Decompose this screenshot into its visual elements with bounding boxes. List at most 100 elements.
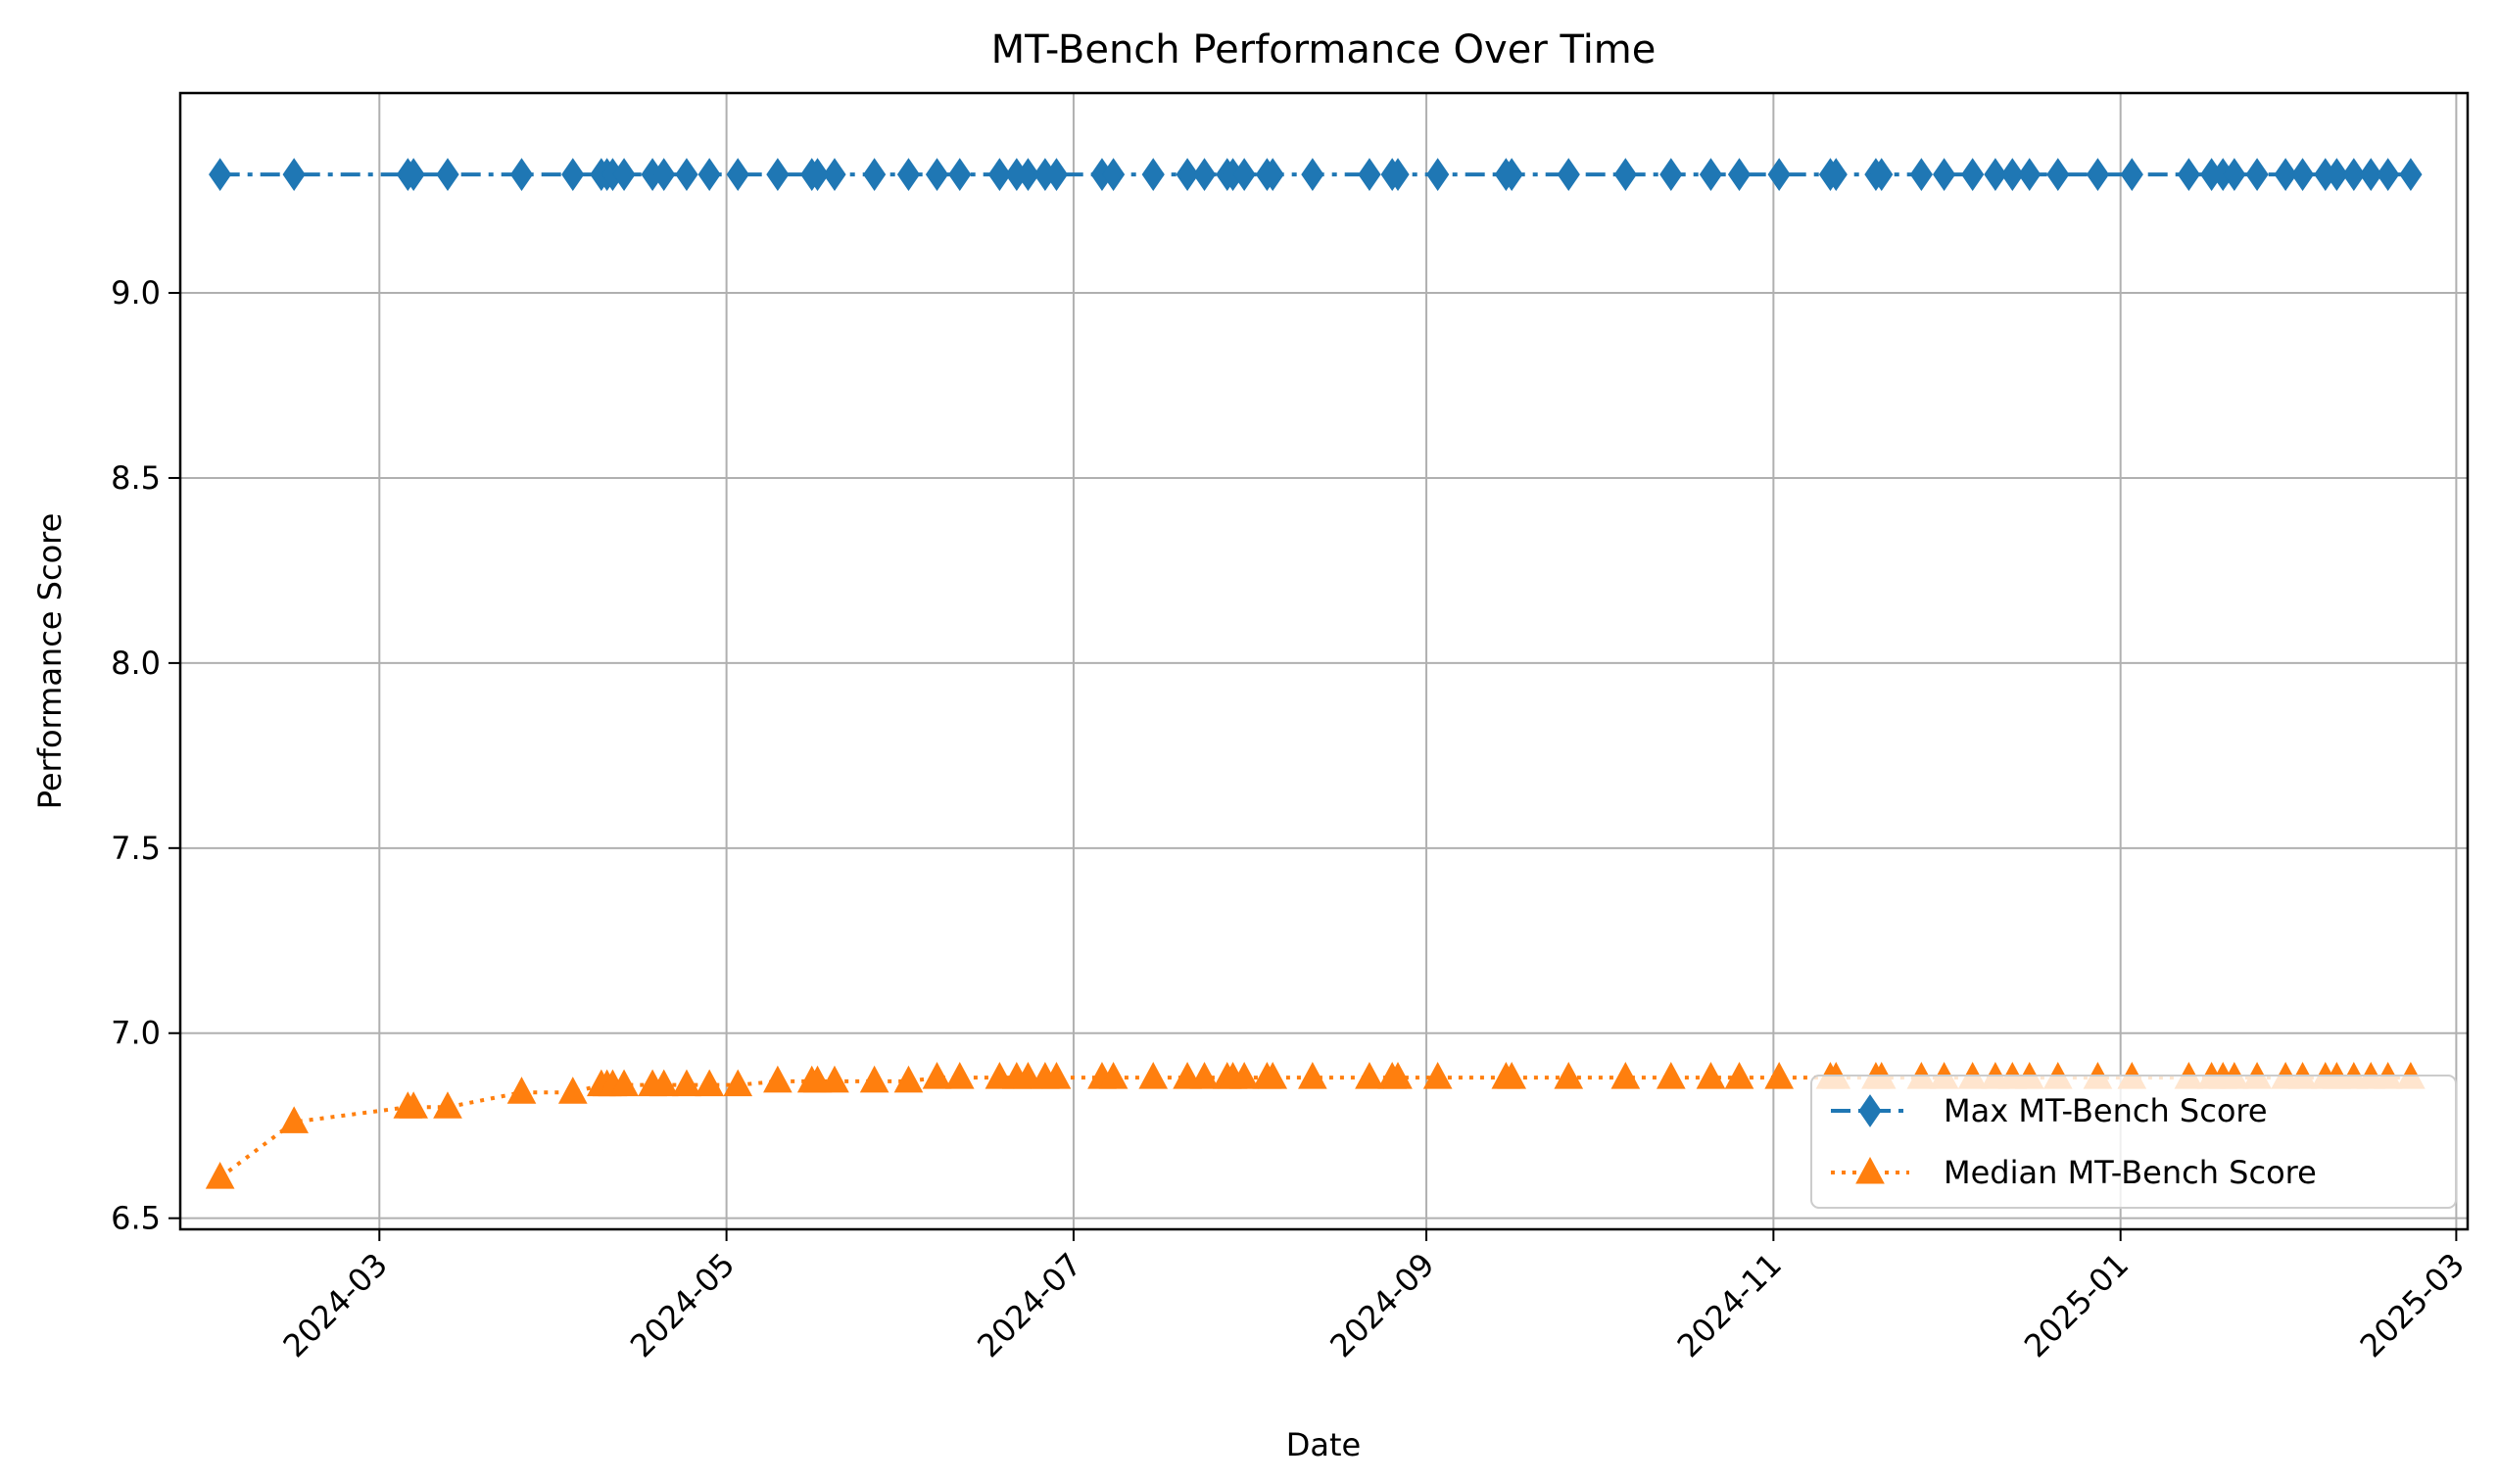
legend-marker [1855,1156,1885,1184]
data-point [2399,158,2423,192]
y-tick-label: 7.5 [111,830,161,867]
data-point [2046,158,2070,192]
y-axis: 6.5 7.0 7.5 8.0 8.5 9.0 [111,274,180,1237]
series-max [209,158,2423,192]
data-point [402,158,425,192]
data-point [944,1062,975,1089]
data-point [1176,158,1199,192]
legend-label: Median MT-Bench Score [1944,1154,2317,1191]
data-point [1613,158,1637,192]
data-point [2325,158,2349,192]
data-point [2359,158,2382,192]
data-point [1870,158,1894,192]
legend-label: Max MT-Bench Score [1944,1092,2268,1129]
data-point [1138,1062,1169,1089]
data-point [1261,158,1284,192]
data-point [925,158,949,192]
data-point [987,158,1012,192]
data-point [1041,1062,1072,1089]
data-point [726,158,749,192]
data-point [1258,1062,1288,1089]
data-point [557,1077,588,1104]
legend-marker [1858,1094,1882,1127]
data-point [1301,158,1324,192]
data-point [282,158,306,192]
data-point [697,158,721,192]
data-point [2245,158,2269,192]
data-point [1961,158,1985,192]
data-point [1824,158,1848,192]
data-point [433,1091,462,1119]
data-point [561,158,585,192]
data-point [205,1162,235,1189]
data-point [1426,158,1450,192]
data-point [766,158,790,192]
data-point [2342,158,2366,192]
data-point [1767,158,1791,192]
data-point [1727,158,1752,192]
data-point [1554,1062,1584,1089]
y-tick-label: 6.5 [111,1200,161,1237]
data-point [436,158,459,192]
legend-box [1810,1075,2457,1209]
data-point [859,1065,889,1093]
data-point [896,158,921,192]
grid [180,93,2468,1229]
data-point [1232,158,1256,192]
data-point [2000,158,2024,192]
y-tick-label: 8.0 [111,645,161,682]
data-point [1699,158,1723,192]
data-point [1098,1062,1129,1089]
data-point [279,1106,310,1133]
data-point [1016,158,1040,192]
data-point [2120,158,2143,192]
data-point [1298,1062,1327,1089]
data-point [672,1069,701,1097]
data-point [1933,158,1956,192]
data-point [1724,1062,1754,1089]
data-point [1909,158,1933,192]
data-point [2290,158,2315,192]
data-point [1500,158,1523,192]
data-point [1383,1062,1413,1089]
data-point [695,1069,725,1097]
data-point [1659,158,1683,192]
data-point [509,158,534,192]
y-tick-label: 8.5 [111,459,161,497]
data-point [1422,1062,1453,1089]
data-point [209,158,232,192]
data-point [1764,1062,1795,1089]
data-point [2274,158,2297,192]
legend: Max MT-Bench Score Median MT-Bench Score [1810,1075,2457,1209]
data-point [2177,158,2200,192]
data-point [652,158,676,192]
data-point [1355,1062,1384,1089]
y-tick-label: 9.0 [111,274,161,311]
data-point [1358,158,1381,192]
x-axis-label: Date [1286,1426,1361,1463]
data-point [1101,158,1126,192]
data-point [823,158,846,192]
data-point [1696,1062,1726,1089]
data-point [1044,158,1069,192]
data-point [2377,158,2400,192]
data-point [675,158,698,192]
data-point [1141,158,1165,192]
chart-title: MT-Bench Performance Over Time [991,27,1657,72]
y-tick-label: 7.0 [111,1015,161,1052]
data-point [1229,1062,1260,1089]
data-point [893,1065,924,1093]
data-point [399,1091,428,1119]
data-point [922,1062,952,1089]
y-axis-label: Performance Score [31,513,69,810]
data-point [2086,158,2110,192]
data-point [609,1069,639,1097]
data-point [1192,158,1217,192]
data-point [506,1077,537,1104]
data-point [820,1065,849,1093]
data-point [2018,158,2042,192]
data-point [1656,1062,1686,1089]
data-point [1610,1062,1641,1089]
data-point [805,158,830,192]
